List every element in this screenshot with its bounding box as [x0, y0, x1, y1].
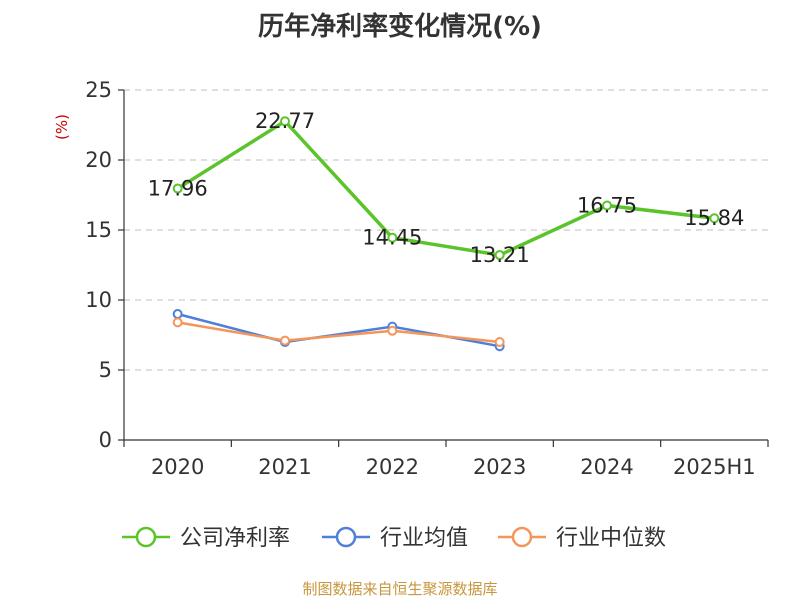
- data-point: [387, 232, 398, 243]
- legend: 公司净利率 行业均值 行业中位数: [122, 526, 666, 551]
- data-point: [172, 317, 183, 328]
- x-tick-label: 2022: [366, 455, 419, 479]
- y-tick-label: 5: [99, 358, 112, 382]
- legend-marker: [135, 526, 157, 548]
- legend-label: 公司净利率: [180, 526, 290, 551]
- chart-title: 历年净利率变化情况(%): [258, 12, 542, 42]
- data-label: 14.45: [362, 226, 422, 250]
- series-lines: [172, 116, 720, 352]
- data-label: 16.75: [577, 194, 637, 218]
- data-label: 22.77: [255, 109, 315, 133]
- axes: 0 5 10 15 20 25 2020 2021 2022 2023 2024 2025H1: [85, 78, 769, 479]
- data-point: [494, 250, 505, 261]
- y-tick-label: 25: [85, 78, 112, 102]
- x-tick-label: 2020: [151, 455, 204, 479]
- data-point: [172, 309, 183, 319]
- legend-marker: [335, 526, 357, 548]
- y-axis-unit-label: (%): [53, 114, 71, 140]
- data-point: [172, 183, 183, 194]
- x-tick-label: 2025H1: [673, 455, 756, 479]
- legend-item: 行业均值: [322, 526, 468, 551]
- data-point: [709, 213, 720, 224]
- grid-lines: [124, 89, 768, 371]
- data-label: 17.96: [148, 177, 208, 201]
- source-note: 制图数据来自恒生聚源数据库: [302, 580, 498, 598]
- x-tick-label: 2023: [473, 455, 526, 479]
- data-point: [494, 337, 505, 347]
- x-tick-label: 2024: [580, 455, 633, 479]
- data-point: [280, 335, 290, 346]
- data-labels: 17.96 22.77 14.45 13.21 16.75 15.84: [148, 109, 745, 267]
- y-tick-label: 0: [99, 428, 112, 452]
- y-tick-label: 20: [85, 148, 112, 172]
- data-point: [602, 200, 612, 211]
- legend-marker: [511, 526, 533, 548]
- y-tick-label: 15: [85, 218, 112, 242]
- series-line-0: [176, 119, 715, 257]
- data-label: 15.84: [684, 206, 744, 230]
- data-point: [387, 325, 398, 336]
- y-tick-label: 10: [85, 288, 112, 312]
- x-tick-label: 2021: [258, 455, 311, 479]
- series-line-2: [177, 321, 500, 344]
- legend-label: 行业均值: [380, 526, 468, 551]
- legend-item: 公司净利率: [122, 526, 290, 551]
- legend-item: 行业中位数: [498, 526, 666, 551]
- legend-label: 行业中位数: [556, 526, 666, 551]
- data-label: 13.21: [470, 243, 530, 267]
- data-point: [280, 116, 290, 127]
